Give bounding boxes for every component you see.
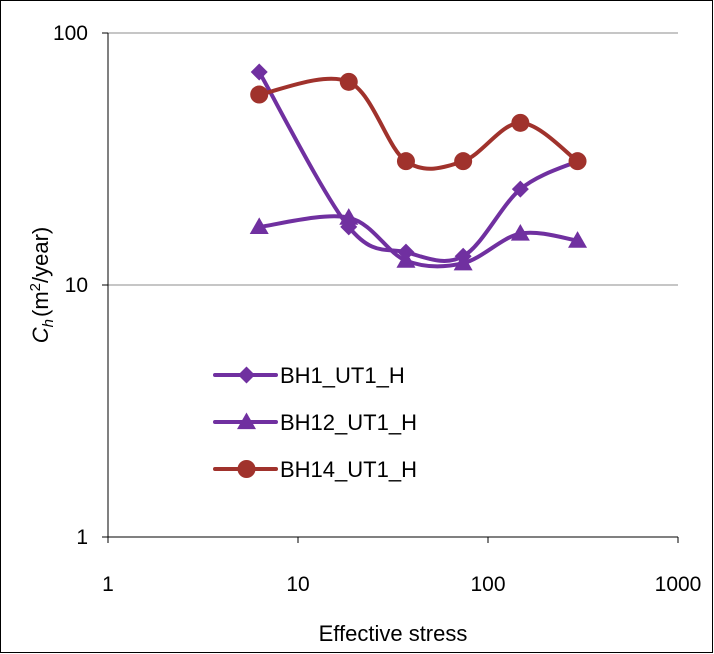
x-tick-label: 1 bbox=[102, 573, 114, 596]
y-tick-label: 100 bbox=[53, 22, 88, 45]
data-point-triangle bbox=[510, 224, 530, 241]
legend-label: BH1_UT1_H bbox=[280, 363, 405, 388]
y-tick-label: 1 bbox=[76, 526, 88, 549]
data-point-circle bbox=[511, 113, 530, 132]
data-point-triangle bbox=[453, 253, 473, 271]
gridlines bbox=[108, 32, 678, 286]
data-point-circle bbox=[339, 72, 358, 91]
data-point-diamond bbox=[511, 180, 529, 198]
legend-marker-circle bbox=[237, 460, 256, 478]
legend-item: BH1_UT1_H bbox=[213, 363, 405, 388]
y-axis-title: Ch (m2/year) bbox=[27, 227, 57, 343]
tick-labels: 1 10 100 1 10 100 1000 bbox=[53, 22, 701, 596]
data-point-circle bbox=[568, 152, 587, 171]
x-tick-label: 1000 bbox=[655, 573, 702, 596]
y-tick-label: 10 bbox=[65, 274, 88, 297]
x-tick-label: 100 bbox=[470, 573, 505, 596]
data-point-triangle bbox=[396, 251, 416, 268]
series-line bbox=[257, 214, 580, 269]
series-BH14_UT1_H bbox=[250, 72, 587, 171]
series-layer bbox=[249, 63, 588, 271]
y-axis-superscript: 2 bbox=[27, 283, 44, 291]
x-tick-label: 10 bbox=[286, 573, 309, 596]
legend: BH1_UT1_H BH12_UT1_H BH14_UT1_H bbox=[213, 363, 417, 482]
legend-marker-triangle bbox=[237, 412, 256, 430]
data-point-circle bbox=[396, 152, 415, 171]
series-line bbox=[257, 76, 580, 171]
data-point-triangle bbox=[568, 231, 588, 248]
data-point-circle bbox=[250, 85, 269, 104]
legend-marker-diamond bbox=[238, 366, 255, 384]
data-point-circle bbox=[454, 152, 473, 171]
legend-item: BH14_UT1_H bbox=[213, 457, 417, 482]
legend-label: BH12_UT1_H bbox=[280, 410, 417, 435]
y-axis-symbol: C bbox=[28, 327, 53, 343]
x-axis-title: Effective stress bbox=[319, 621, 468, 646]
series-BH12_UT1_H bbox=[249, 208, 588, 271]
data-point-diamond bbox=[250, 63, 268, 81]
y-axis-unit-prefix: (m bbox=[28, 291, 53, 317]
data-point-triangle bbox=[339, 208, 359, 225]
y-axis-subscript: h bbox=[40, 319, 57, 327]
y-axis-unit-suffix: /year) bbox=[28, 227, 53, 283]
legend-item: BH12_UT1_H bbox=[213, 410, 417, 435]
data-point-triangle bbox=[249, 217, 269, 235]
legend-label: BH14_UT1_H bbox=[280, 457, 417, 482]
